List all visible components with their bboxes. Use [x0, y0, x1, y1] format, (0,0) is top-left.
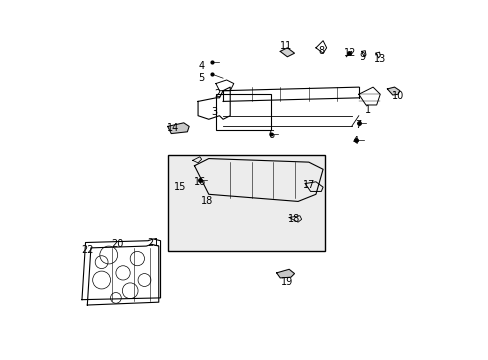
Text: 20: 20 — [111, 239, 123, 249]
Polygon shape — [280, 48, 294, 57]
Text: 14: 14 — [166, 123, 179, 133]
Text: 21: 21 — [147, 238, 159, 248]
Text: 2: 2 — [214, 89, 221, 99]
Text: 5: 5 — [197, 73, 203, 83]
Text: 17: 17 — [302, 180, 314, 190]
Polygon shape — [276, 269, 294, 278]
Text: 8: 8 — [318, 46, 324, 57]
Polygon shape — [167, 123, 189, 134]
Text: 19: 19 — [281, 277, 293, 287]
Text: 11: 11 — [279, 41, 291, 51]
Text: 7: 7 — [355, 120, 361, 130]
Text: 16: 16 — [193, 177, 205, 187]
Text: 18: 18 — [288, 214, 300, 224]
Text: 12: 12 — [343, 48, 355, 58]
Text: 18: 18 — [201, 197, 213, 206]
Text: 3: 3 — [211, 107, 217, 117]
Text: 15: 15 — [174, 182, 186, 192]
Text: 13: 13 — [373, 54, 386, 64]
Polygon shape — [386, 87, 399, 95]
Text: 22: 22 — [81, 245, 93, 255]
Text: 1: 1 — [364, 105, 370, 115]
FancyBboxPatch shape — [167, 155, 324, 251]
Text: 10: 10 — [391, 91, 404, 101]
Text: 4: 4 — [198, 61, 204, 71]
Text: 9: 9 — [359, 52, 365, 62]
Bar — [216, 94, 271, 130]
Text: 4: 4 — [351, 136, 358, 146]
Text: 6: 6 — [268, 130, 274, 140]
